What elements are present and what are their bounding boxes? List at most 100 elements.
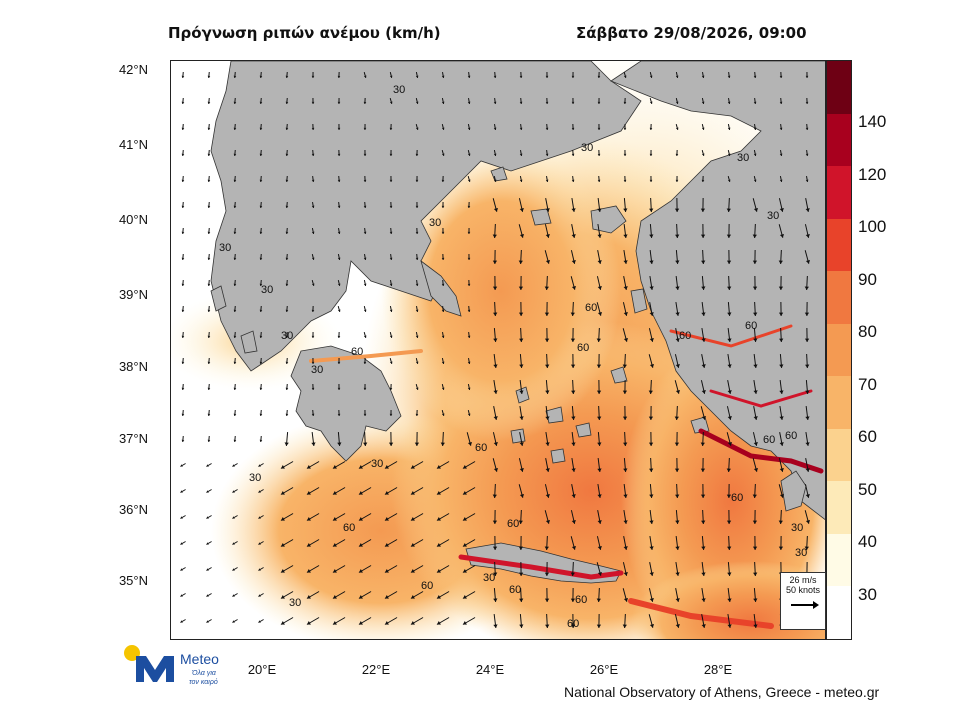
wind-arrow-head bbox=[206, 542, 209, 545]
wind-arrow-head bbox=[259, 127, 263, 130]
wind-arrow-head bbox=[544, 546, 549, 550]
wind-arrow-head bbox=[779, 179, 783, 182]
meteo-m-icon bbox=[136, 656, 174, 682]
wind-arrow-head bbox=[441, 231, 445, 234]
wind-arrow-head bbox=[363, 231, 367, 234]
wind-arrow-head bbox=[571, 101, 575, 104]
wind-arrow-head bbox=[207, 413, 211, 416]
wind-arrow-head bbox=[337, 257, 341, 260]
wind-arrow-head bbox=[649, 260, 654, 264]
wind-arrow-head bbox=[571, 468, 576, 472]
contour-label: 30 bbox=[767, 210, 779, 222]
logo-tagline-2: τον καιρό bbox=[189, 678, 218, 686]
wind-arrow-head bbox=[389, 75, 393, 78]
wind-arrow-head bbox=[181, 439, 185, 442]
wind-arrow-head bbox=[332, 516, 337, 521]
wind-arrow-head bbox=[519, 624, 524, 628]
wind-arrow-head bbox=[519, 127, 523, 130]
wind-arrow-head bbox=[727, 546, 732, 550]
lat-label-35: 35°N bbox=[118, 573, 148, 588]
wind-arrow-head bbox=[545, 259, 551, 264]
wind-arrow-head bbox=[675, 364, 680, 368]
wind-arrow-head bbox=[571, 390, 576, 394]
wind-arrow-head bbox=[285, 127, 289, 130]
wind-arrow-head bbox=[649, 101, 653, 104]
legend-swatch bbox=[827, 376, 851, 430]
wind-arrow-head bbox=[727, 390, 732, 394]
legend-label-30: 30 bbox=[858, 585, 877, 604]
wind-arrow-head bbox=[259, 257, 263, 260]
wind-arrow-head bbox=[675, 101, 679, 104]
wind-arrow-head bbox=[181, 153, 185, 156]
wind-arrow-head bbox=[492, 546, 498, 550]
wind-arrow-head bbox=[545, 75, 549, 78]
wind-arrow-head bbox=[623, 597, 629, 602]
wind-arrow-head bbox=[623, 572, 628, 576]
wind-arrow-head bbox=[778, 520, 783, 524]
wind-arrow-head bbox=[363, 257, 367, 260]
wind-arrow-head bbox=[181, 283, 185, 286]
wind-arrow-head bbox=[462, 568, 467, 573]
wind-arrow-head bbox=[649, 468, 654, 472]
wind-arrow-head bbox=[415, 101, 419, 104]
wind-arrow-head bbox=[752, 546, 758, 550]
wind-arrow-head bbox=[181, 361, 185, 364]
wind-arrow-head bbox=[519, 468, 524, 472]
meteo-logo[interactable]: Meteo Όλα για τον καιρό bbox=[122, 644, 252, 689]
wind-arrow-head bbox=[545, 101, 549, 104]
wind-arrow-head bbox=[623, 208, 628, 212]
wind-arrow-head bbox=[544, 338, 550, 342]
wind-arrow-head bbox=[233, 75, 237, 78]
wind-arrow-head bbox=[753, 624, 758, 628]
wind-arrow-head bbox=[233, 413, 237, 416]
wind-arrow-head bbox=[259, 205, 263, 208]
wind-arrow-head bbox=[727, 338, 732, 342]
wind-arrow-head bbox=[384, 490, 389, 495]
wind-arrow-head bbox=[384, 464, 389, 469]
wind-arrow-head bbox=[363, 283, 367, 286]
wind-arrow-head bbox=[206, 516, 209, 519]
wind-arrow-head bbox=[519, 179, 523, 182]
wind-arrow-head bbox=[389, 205, 393, 208]
wind-arrow-head bbox=[623, 153, 627, 156]
contour-label: 60 bbox=[421, 580, 433, 592]
wind-arrow-head bbox=[332, 620, 337, 625]
wind-arrow-head bbox=[545, 234, 550, 238]
wind-arrow-head bbox=[623, 312, 628, 316]
wind-arrow-head bbox=[493, 572, 498, 576]
contour-label: 30 bbox=[393, 84, 405, 96]
wind-arrow-head bbox=[311, 257, 315, 260]
wind-arrow-head bbox=[311, 442, 316, 446]
wind-arrow-head bbox=[570, 312, 575, 316]
wind-arrow-head bbox=[571, 179, 575, 182]
wind-arrow-head bbox=[285, 75, 289, 78]
wind-arrow-head bbox=[280, 516, 285, 521]
wind-arrow-head bbox=[462, 464, 467, 469]
wind-gust-map[interactable]: 30 30 30 30 30 30 30 30 30 30 30 30 30 3… bbox=[170, 60, 826, 640]
wind-arrow-head bbox=[467, 283, 471, 286]
credit-footer: National Observatory of Athens, Greece -… bbox=[564, 684, 880, 700]
contour-label: 30 bbox=[737, 152, 749, 164]
wind-arrow-head bbox=[337, 127, 341, 130]
wind-arrow-head bbox=[259, 439, 263, 442]
wind-arrow-head bbox=[415, 75, 419, 78]
wind-arrow-head bbox=[285, 309, 289, 312]
contour-label: 60 bbox=[745, 320, 757, 332]
wind-arrow-head bbox=[311, 413, 315, 416]
wind-arrow-head bbox=[545, 468, 550, 472]
wind-arrow-head bbox=[753, 442, 758, 446]
wind-arrow-head bbox=[332, 542, 337, 547]
wind-arrow-head bbox=[181, 309, 185, 312]
wind-arrow-head bbox=[493, 467, 499, 472]
wind-arrow-head bbox=[675, 598, 680, 602]
wind-arrow-head bbox=[493, 598, 498, 602]
wind-arrow-head bbox=[649, 234, 654, 238]
land-masses bbox=[210, 61, 825, 584]
wind-arrow-head bbox=[622, 364, 627, 368]
wind-arrow-head bbox=[337, 153, 341, 156]
wind-arrow-head bbox=[752, 234, 757, 238]
legend-label-90: 90 bbox=[858, 270, 877, 289]
wind-arrow-head bbox=[467, 153, 471, 156]
contour-label: 60 bbox=[509, 584, 521, 596]
wind-arrow-head bbox=[259, 413, 263, 416]
